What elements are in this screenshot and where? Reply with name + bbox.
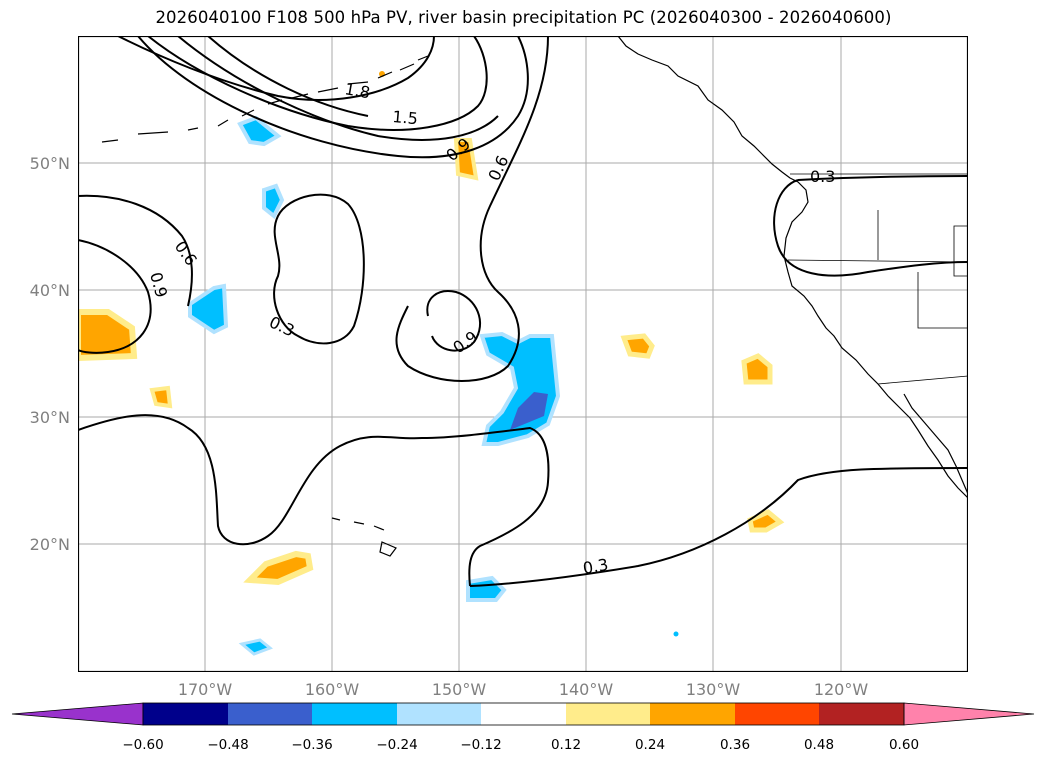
contour-label-2: 1.5	[392, 107, 419, 128]
pc-patch-north-small	[262, 183, 285, 220]
border-box	[953, 225, 968, 277]
pv-contour-0.3-ne-top	[797, 175, 968, 181]
colorbar-tick-5: −0.12	[460, 737, 502, 753]
colorbar-bin-2	[228, 703, 312, 725]
colorbar-tick-1: −0.60	[122, 737, 164, 753]
pv-contour-0.3-south	[78, 414, 550, 587]
pc-patch-east-orange	[741, 353, 773, 385]
border-nv-az	[917, 272, 968, 329]
pv-contour-1.8	[117, 36, 435, 101]
hawaii-islands	[331, 517, 397, 557]
colorbar-bin-5	[481, 703, 566, 725]
contour-label-10: 0.3	[810, 167, 835, 186]
map-border	[78, 36, 968, 672]
colorbar-tick-4: −0.24	[376, 737, 418, 753]
pc-patch-tiny-blue	[673, 631, 679, 637]
colorbar-tick-8: 0.36	[719, 737, 751, 753]
colorbar-extend-high	[903, 702, 1035, 726]
pv-contour-0.6-west	[78, 194, 193, 307]
map-panel: 1.8 1.5 0.9 0.6 0.6 0.9 0.3 0.9 0.3 0.3	[78, 36, 968, 672]
pc-patch-se-orange	[747, 509, 785, 533]
lon-label-150w: 150°W	[431, 680, 487, 699]
pc-patch-west-blue	[188, 283, 229, 335]
pv-contour-0.9-west	[78, 239, 152, 354]
contour-label-1: 1.8	[343, 79, 371, 102]
pc-patch-sw-orange	[243, 550, 314, 586]
pv-contour-0.3-ne	[773, 179, 968, 277]
lat-label-20n: 20°N	[29, 535, 70, 554]
border-us-mexico	[877, 375, 968, 385]
colorbar-tick-6: 0.12	[550, 737, 582, 753]
pc-patch-far-south-blue	[238, 638, 273, 656]
contour-label-4: 0.6	[484, 153, 512, 184]
pc-patch-south-blue	[466, 575, 507, 602]
pv-contour-0.6-east	[395, 36, 549, 382]
border-ca-or	[787, 259, 968, 263]
contour-label-7: 0.3	[266, 312, 297, 340]
pv-contours	[78, 36, 968, 587]
map-canvas: 1.8 1.5 0.9 0.6 0.6 0.9 0.3 0.9 0.3 0.3	[78, 36, 968, 672]
contour-label-5: 0.6	[171, 237, 201, 269]
coastlines	[101, 36, 968, 557]
colorbar-bin-8	[735, 703, 819, 725]
pv-contour-0.3-east-low	[469, 467, 968, 587]
contour-label-9: 0.3	[581, 555, 609, 578]
pc-patch-central-dark	[510, 392, 548, 430]
lat-label-50n: 50°N	[29, 154, 70, 173]
lon-label-140w: 140°W	[558, 680, 614, 699]
pv-contour-high-2	[207, 36, 369, 117]
aleutian-islands	[101, 55, 429, 143]
colorbar-tick-10: 0.60	[888, 737, 920, 753]
lon-label-170w: 170°W	[177, 680, 233, 699]
pv-contour-0.9-loop	[426, 290, 481, 352]
contour-labels: 1.8 1.5 0.9 0.6 0.6 0.9 0.3 0.9 0.3 0.3	[146, 79, 835, 578]
figure-title: 2026040100 F108 500 hPa PV, river basin …	[155, 8, 892, 27]
pv-contour-1.5	[147, 36, 488, 131]
pc-patches	[78, 71, 785, 656]
pc-patch-mid-orange	[620, 333, 655, 359]
pv-contour-high-1	[177, 36, 499, 141]
baja-california	[903, 393, 968, 495]
colorbar-outline	[142, 702, 905, 726]
pv-contour-0.9-north	[137, 36, 529, 159]
colorbar-extend-low	[11, 702, 144, 726]
contour-label-8: 0.9	[449, 327, 481, 357]
lon-label-120w: 120°W	[813, 680, 869, 699]
na-coast	[617, 36, 968, 499]
colorbar-tick-2: −0.48	[207, 737, 249, 753]
colorbar	[11, 702, 1035, 726]
pc-patch-small-orange	[149, 385, 173, 409]
colorbar-tick-9: 0.48	[803, 737, 835, 753]
pc-patch-west-orange	[78, 309, 138, 362]
colorbar-tick-7: 0.24	[634, 737, 666, 753]
pc-patch-aleutian	[237, 115, 282, 147]
colorbar-bin-4	[397, 703, 481, 725]
colorbar-bin-6	[566, 703, 650, 725]
colorbar-bin-1	[143, 703, 228, 725]
lat-label-30n: 30°N	[29, 408, 70, 427]
pv-contour-0.3-inner	[273, 193, 365, 345]
colorbar-tick-3: −0.36	[291, 737, 333, 753]
lat-label-40n: 40°N	[29, 281, 70, 300]
colorbar-bin-7	[650, 703, 735, 725]
colorbar-bin-9	[819, 703, 904, 725]
us-borders	[787, 173, 968, 385]
pc-patch-central-blue	[479, 331, 561, 446]
lon-label-160w: 160°W	[304, 680, 360, 699]
colorbar-bin-3	[312, 703, 397, 725]
lon-label-130w: 130°W	[685, 680, 741, 699]
